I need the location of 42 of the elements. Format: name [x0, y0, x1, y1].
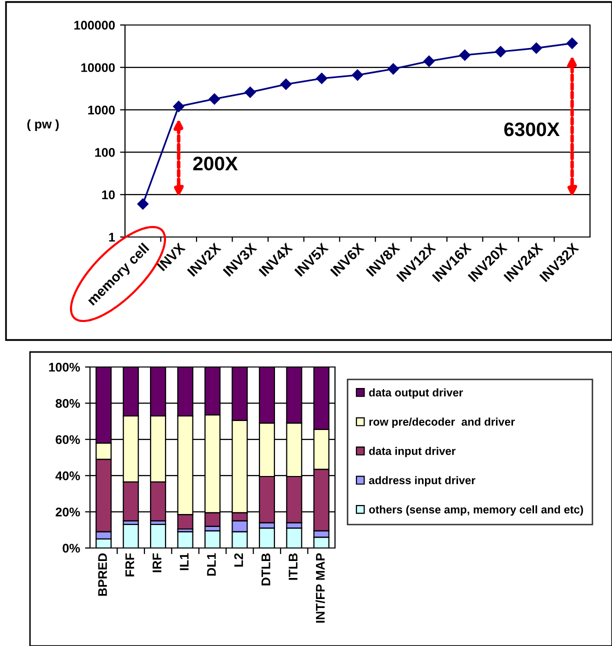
point [494, 46, 506, 58]
legend-label: row pre/decoder and driver [369, 418, 515, 428]
x-tick-label: IRF [152, 553, 162, 572]
y-tick-label: 40% [55, 471, 80, 480]
annotation: 6300X [504, 122, 560, 136]
point [388, 63, 399, 75]
annotation: 200X [193, 156, 238, 170]
x-tick-label: BPRED [98, 553, 107, 596]
point [423, 56, 435, 67]
x-tick-label: DTLB [262, 553, 270, 586]
y-axis-title: ( pw ) [27, 119, 59, 131]
x-tick-label: ITLB [288, 553, 298, 580]
point [244, 86, 256, 98]
x-tick-label: INT/FP MAP [316, 553, 325, 623]
legend-label: others (sense amp, memory cell and etc) [369, 505, 584, 516]
x-tick-label: L2 [234, 553, 243, 567]
y-tick-label: 1000 [88, 106, 115, 114]
legend-label: data input driver [369, 446, 456, 458]
y-tick-label: 1 [109, 232, 115, 242]
x-tick-label: FRF [125, 553, 134, 576]
x-tick-label: IL1 [180, 553, 189, 570]
y-tick-label: 100000 [74, 20, 115, 30]
x-tick-label: DL1 [207, 553, 216, 576]
y-tick-label: 0% [62, 544, 80, 553]
point [208, 93, 220, 105]
point [316, 72, 328, 84]
y-tick-label: 100% [49, 362, 80, 372]
point [352, 69, 364, 81]
point [566, 38, 578, 49]
y-tick-label: 60% [56, 435, 80, 444]
point [530, 42, 542, 54]
point [280, 78, 292, 90]
point [173, 100, 184, 112]
y-tick-label: 10 [102, 190, 115, 200]
legend-label: data output driver [369, 388, 463, 399]
y-tick-label: 20% [56, 508, 80, 516]
point [459, 49, 470, 61]
y-tick-label: 100 [95, 148, 115, 157]
y-tick-label: 10000 [81, 63, 115, 72]
point [137, 198, 148, 210]
y-tick-label: 80% [56, 399, 80, 408]
legend-label: address input driver [368, 476, 476, 486]
